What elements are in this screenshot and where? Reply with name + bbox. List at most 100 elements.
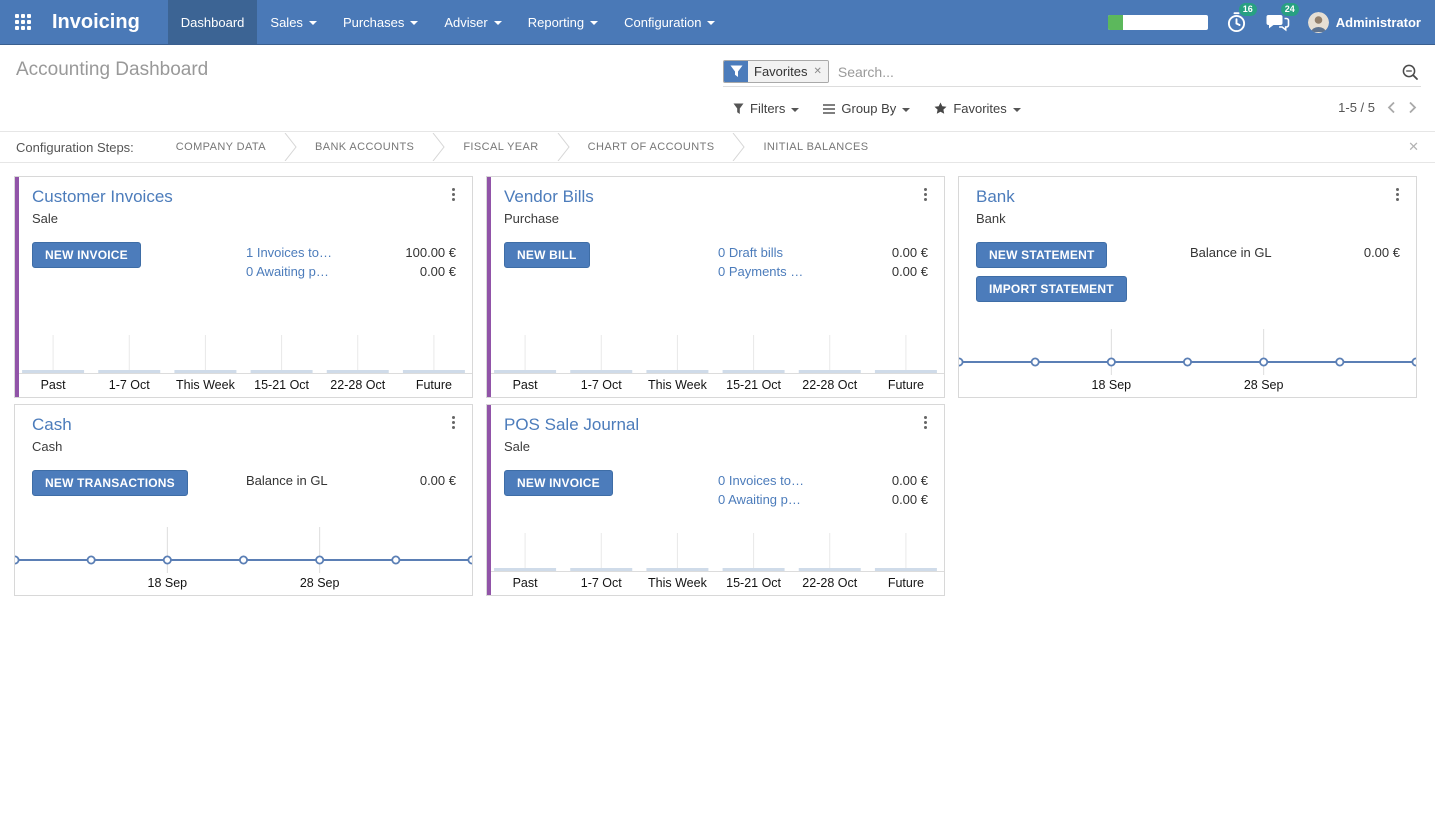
apps-grid-icon	[15, 14, 31, 30]
card-link[interactable]: 0 Payments …	[718, 264, 804, 279]
menu-adviser[interactable]: Adviser	[431, 0, 514, 44]
svg-text:18 Sep: 18 Sep	[148, 576, 188, 590]
search-facet-favorites[interactable]: Favorites ✕	[723, 60, 829, 83]
step-separator-chevron	[557, 133, 570, 161]
pager-next-button[interactable]	[1408, 101, 1417, 114]
user-name: Administrator	[1335, 14, 1421, 30]
new-statement-button[interactable]: NEW STATEMENT	[976, 242, 1108, 268]
card-info: 0 Draft bills 0.00 € 0 Payments … 0.00 €	[718, 243, 928, 281]
search-icon[interactable]	[1401, 63, 1419, 81]
menu-purchases[interactable]: Purchases	[330, 0, 431, 44]
search-input[interactable]	[835, 62, 1394, 81]
caret-down-icon	[410, 21, 419, 25]
card-chart[interactable]: 18 Sep 28 Sep	[959, 323, 1416, 397]
caret-down-icon	[590, 21, 599, 25]
card-actions: NEW INVOICE	[32, 242, 141, 281]
card-link[interactable]: 0 Awaiting p…	[246, 264, 329, 279]
menu-dashboard[interactable]: Dashboard	[167, 0, 258, 44]
card-subtitle: Purchase	[504, 211, 559, 226]
facet-remove-icon[interactable]: ✕	[813, 65, 822, 77]
journal-card-pos-sale-journal: POS Sale Journal Sale NEW INVOICE 0 Invoice…	[486, 404, 945, 596]
svg-text:This Week: This Week	[648, 576, 708, 590]
new-invoice-button[interactable]: NEW INVOICE	[32, 242, 141, 268]
card-chart[interactable]: Past 1-7 Oct This Week 15-21 Oct 22-28 Oct Fu…	[487, 521, 944, 595]
card-options-button[interactable]	[915, 186, 935, 203]
card-info: Balance in GL 0.00 €	[1190, 243, 1400, 302]
filters-button[interactable]: Filters	[733, 101, 800, 116]
card-chart[interactable]: Past 1-7 Oct This Week 15-21 Oct 22-28 Oct Fu…	[15, 323, 472, 397]
card-options-button[interactable]	[1387, 186, 1407, 203]
card-amount: 100.00 €	[405, 245, 456, 260]
import-statement-button[interactable]: IMPORT STATEMENT	[976, 276, 1127, 302]
page-title: Accounting Dashboard	[16, 59, 209, 80]
caret-down-icon	[707, 21, 716, 25]
card-title[interactable]: Customer Invoices	[32, 187, 173, 206]
messages-button[interactable]: 24	[1266, 3, 1299, 35]
step-separator-chevron	[284, 133, 297, 161]
new-invoice-button[interactable]: NEW INVOICE	[504, 470, 613, 496]
svg-text:Past: Past	[41, 378, 67, 392]
new-transactions-button[interactable]: NEW TRANSACTIONS	[32, 470, 188, 496]
menu-label: Adviser	[444, 14, 488, 30]
pager: 1-5 / 5	[1338, 100, 1417, 115]
card-options-button[interactable]	[443, 186, 463, 203]
svg-text:18 Sep: 18 Sep	[1092, 378, 1132, 392]
config-step-initial-balances[interactable]: INITIAL BALANCES	[763, 141, 869, 153]
card-info: 0 Invoices to… 0.00 € 0 Awaiting p… 0.00 €	[718, 471, 928, 509]
card-actions: NEW TRANSACTIONS	[32, 470, 188, 496]
balance-label: Balance in GL	[1190, 245, 1272, 260]
config-step-company-data[interactable]: COMPANY DATA	[175, 141, 266, 153]
balance-label: Balance in GL	[246, 473, 328, 488]
journal-card-customer-invoices: Customer Invoices Sale NEW INVOICE 1 Invoic…	[14, 176, 473, 398]
svg-text:1-7 Oct: 1-7 Oct	[109, 378, 151, 392]
config-step-bank-accounts[interactable]: BANK ACCOUNTS	[314, 141, 415, 153]
config-step-chart-of-accounts[interactable]: CHART OF ACCOUNTS	[587, 141, 715, 153]
svg-text:15-21 Oct: 15-21 Oct	[726, 576, 781, 590]
card-options-button[interactable]	[443, 414, 463, 431]
card-title[interactable]: Vendor Bills	[504, 187, 594, 206]
user-menu[interactable]: Administrator	[1307, 11, 1421, 33]
card-link[interactable]: 0 Draft bills	[718, 245, 784, 260]
caret-down-icon	[308, 21, 317, 25]
chat-bubbles-icon	[1266, 14, 1290, 31]
config-steps-close-icon[interactable]: ✕	[1408, 139, 1419, 154]
svg-text:22-28 Oct: 22-28 Oct	[330, 378, 385, 392]
card-link[interactable]: 1 Invoices to…	[246, 245, 332, 260]
card-title[interactable]: Cash	[32, 415, 72, 434]
config-step-fiscal-year[interactable]: FISCAL YEAR	[463, 141, 539, 153]
card-link[interactable]: 0 Awaiting p…	[718, 492, 801, 507]
card-link[interactable]: 0 Invoices to…	[718, 473, 804, 488]
progress-bar[interactable]	[1107, 14, 1208, 30]
menu-reporting[interactable]: Reporting	[515, 0, 611, 44]
facet-filter-icon	[724, 61, 748, 82]
svg-text:28 Sep: 28 Sep	[1244, 378, 1284, 392]
card-title[interactable]: Bank	[976, 187, 1015, 206]
card-title[interactable]: POS Sale Journal	[504, 415, 640, 434]
svg-text:28 Sep: 28 Sep	[300, 576, 340, 590]
journal-card-cash: Cash Cash NEW TRANSACTIONS Balance in GL 0.0…	[14, 404, 473, 596]
progress-bar-fill	[1107, 14, 1123, 30]
cards-container: Customer Invoices Sale NEW INVOICE 1 Invoic…	[0, 163, 1435, 609]
card-actions: NEW STATEMENT IMPORT STATEMENT	[976, 242, 1127, 302]
card-chart[interactable]: 18 Sep 28 Sep	[15, 521, 472, 595]
menu-configuration[interactable]: Configuration	[611, 0, 728, 44]
control-panel: Accounting Dashboard Favorites ✕ Filters	[0, 45, 1435, 131]
card-info: Balance in GL 0.00 €	[246, 471, 456, 496]
favorites-button[interactable]: Favorites	[934, 101, 1021, 116]
activities-button[interactable]: 16	[1224, 3, 1257, 35]
card-options-button[interactable]	[915, 414, 935, 431]
activities-badge: 16	[1238, 3, 1257, 16]
card-chart[interactable]: Past 1-7 Oct This Week 15-21 Oct 22-28 Oct Fu…	[487, 323, 944, 397]
app-name[interactable]: Invoicing	[52, 11, 140, 33]
step-separator-chevron	[733, 133, 746, 161]
apps-menu-button[interactable]	[0, 0, 46, 44]
svg-text:Future: Future	[888, 378, 924, 392]
card-actions: NEW BILL	[504, 242, 590, 281]
search-options: Filters Group By Favorites	[733, 101, 1021, 116]
new-bill-button[interactable]: NEW BILL	[504, 242, 590, 268]
avatar	[1307, 11, 1329, 33]
card-subtitle: Bank	[976, 211, 1006, 226]
pager-previous-button[interactable]	[1387, 101, 1396, 114]
group-by-button[interactable]: Group By	[823, 101, 911, 116]
menu-sales[interactable]: Sales	[257, 0, 330, 44]
